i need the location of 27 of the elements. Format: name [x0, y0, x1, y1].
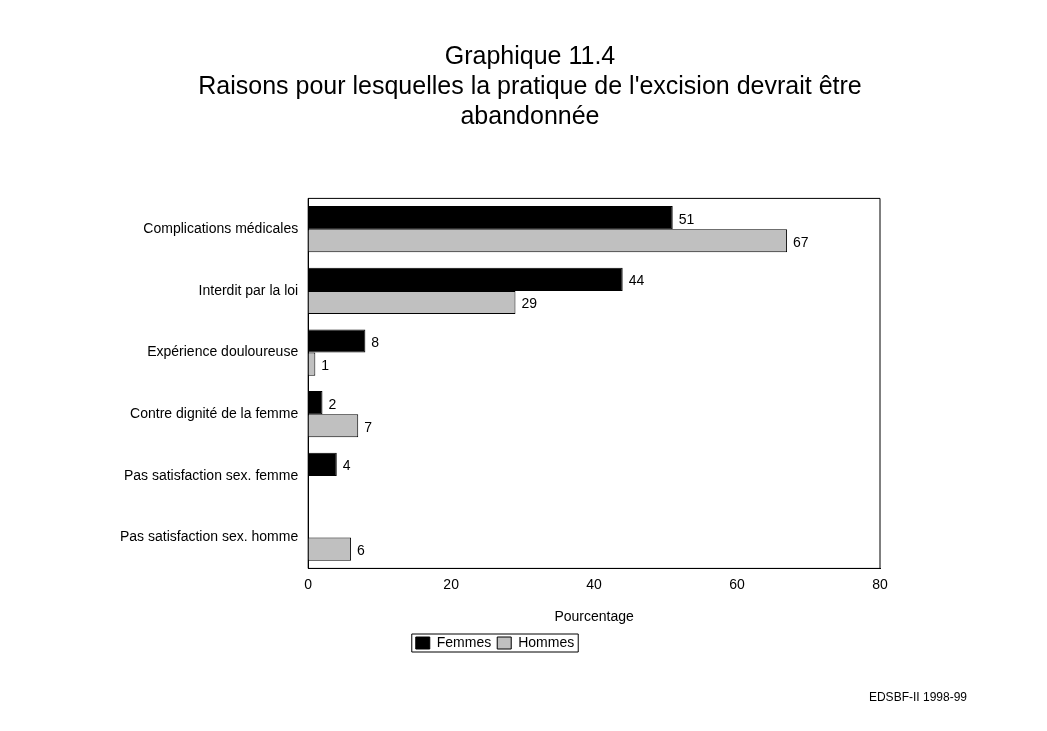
legend-label: Femmes [436, 633, 492, 650]
x-tick-label: 0 [304, 575, 313, 592]
data-label: 67 [793, 233, 809, 250]
data-label: 6 [357, 541, 366, 558]
data-label: 29 [521, 295, 538, 312]
chart-subtitle: Raisons pour lesquelles la pratique de l'excision devrait être abandonnée [197, 70, 863, 130]
y-tick-label: Interdit par la loi [198, 281, 299, 298]
data-label: 44 [628, 272, 645, 289]
x-tick-label: 40 [586, 575, 603, 592]
data-label: 7 [364, 418, 373, 435]
data-label: 4 [342, 457, 351, 474]
y-tick-label: Expérience douloureuse [147, 343, 299, 360]
y-tick-label: Complications médicales [143, 220, 299, 237]
chart-title: Graphique 11.4 [443, 40, 617, 70]
x-tick-label: 20 [443, 575, 460, 592]
y-tick-label: Contre dignité de la femme [130, 405, 299, 422]
legend-label: Hommes [518, 633, 575, 650]
x-axis-title: Pourcentage [554, 608, 634, 625]
text: EDSBF-II 1998-99 [868, 690, 967, 704]
data-label: 8 [371, 333, 380, 350]
y-tick-label: Pas satisfaction sex. homme [120, 528, 299, 545]
data-label: 51 [678, 210, 695, 227]
y-tick-label: Pas satisfaction sex. femme [123, 466, 299, 483]
data-label: 1 [321, 356, 330, 373]
x-tick-label: 80 [872, 575, 888, 592]
data-label: 2 [328, 395, 337, 412]
x-tick-label: 60 [729, 575, 746, 592]
